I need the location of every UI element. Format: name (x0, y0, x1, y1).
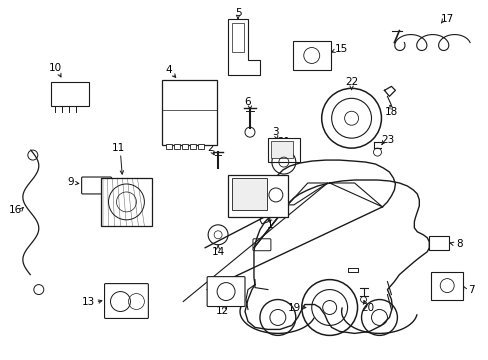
FancyBboxPatch shape (232, 23, 244, 53)
Text: 20: 20 (360, 302, 373, 312)
Text: 7: 7 (467, 284, 473, 294)
FancyBboxPatch shape (430, 272, 462, 300)
Text: 10: 10 (49, 63, 62, 73)
FancyBboxPatch shape (292, 41, 330, 71)
Text: 5: 5 (234, 8, 241, 18)
FancyBboxPatch shape (270, 141, 292, 158)
FancyBboxPatch shape (182, 144, 188, 149)
FancyBboxPatch shape (166, 144, 172, 149)
FancyBboxPatch shape (227, 175, 287, 217)
Text: 21: 21 (277, 137, 290, 147)
FancyBboxPatch shape (81, 177, 111, 194)
FancyBboxPatch shape (104, 284, 148, 319)
FancyBboxPatch shape (207, 276, 244, 306)
Text: 1: 1 (266, 220, 273, 230)
FancyBboxPatch shape (198, 144, 203, 149)
Text: 14: 14 (211, 247, 224, 257)
Text: 9: 9 (67, 177, 74, 187)
Text: 19: 19 (287, 302, 301, 312)
FancyBboxPatch shape (267, 138, 299, 162)
Text: 18: 18 (384, 107, 397, 117)
Text: 8: 8 (455, 239, 462, 249)
Text: 6: 6 (244, 97, 251, 107)
Text: 15: 15 (334, 44, 347, 54)
FancyBboxPatch shape (252, 239, 270, 251)
FancyBboxPatch shape (51, 82, 88, 106)
Text: 2: 2 (206, 143, 213, 153)
FancyBboxPatch shape (428, 236, 448, 250)
Text: 4: 4 (164, 66, 171, 76)
FancyBboxPatch shape (162, 80, 217, 145)
Text: 22: 22 (344, 77, 358, 87)
Text: 17: 17 (440, 14, 453, 24)
Text: 13: 13 (82, 297, 95, 306)
Text: 12: 12 (215, 306, 228, 316)
Text: 11: 11 (112, 143, 125, 153)
FancyBboxPatch shape (232, 178, 266, 210)
Text: 16: 16 (9, 205, 22, 215)
FancyBboxPatch shape (190, 144, 196, 149)
Text: 23: 23 (380, 135, 393, 145)
Polygon shape (227, 19, 260, 75)
FancyBboxPatch shape (101, 178, 152, 226)
Text: 3: 3 (272, 127, 279, 137)
FancyBboxPatch shape (174, 144, 180, 149)
